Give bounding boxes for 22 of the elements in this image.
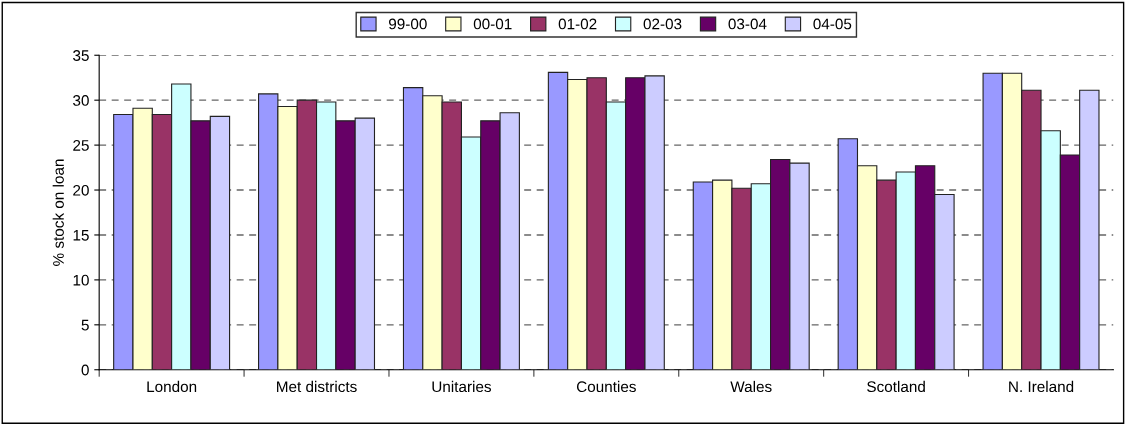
y-tick-label: 30 [73, 95, 89, 106]
x-tick-label: Counties [576, 380, 636, 393]
x-tick-label: Wales [730, 380, 772, 393]
legend-label: 02-03 [643, 18, 682, 30]
y-tick-label: 25 [73, 139, 89, 151]
x-tick-label: Scotland [867, 380, 925, 393]
legend-label: 01-02 [558, 18, 597, 30]
y-tick-label: 35 [73, 50, 89, 61]
y-tick-label: 10 [73, 274, 89, 286]
legend-label: 03-04 [728, 18, 767, 30]
legend-label: 00-01 [473, 18, 512, 30]
y-tick-label: 20 [73, 184, 89, 196]
y-tick-label: 0 [81, 364, 89, 376]
y-tick-label: 15 [73, 229, 89, 241]
x-tick-label: Unitaries [432, 380, 492, 393]
legend-label: 99-00 [389, 18, 427, 30]
x-tick-label: N. Ireland [1009, 380, 1074, 393]
y-tick-label: 5 [81, 319, 89, 331]
legend-label: 04-05 [813, 18, 852, 30]
x-tick-label: Met districts [277, 380, 357, 393]
y-axis-title: % stock on loan [52, 159, 64, 266]
x-tick-label: London [147, 380, 197, 393]
